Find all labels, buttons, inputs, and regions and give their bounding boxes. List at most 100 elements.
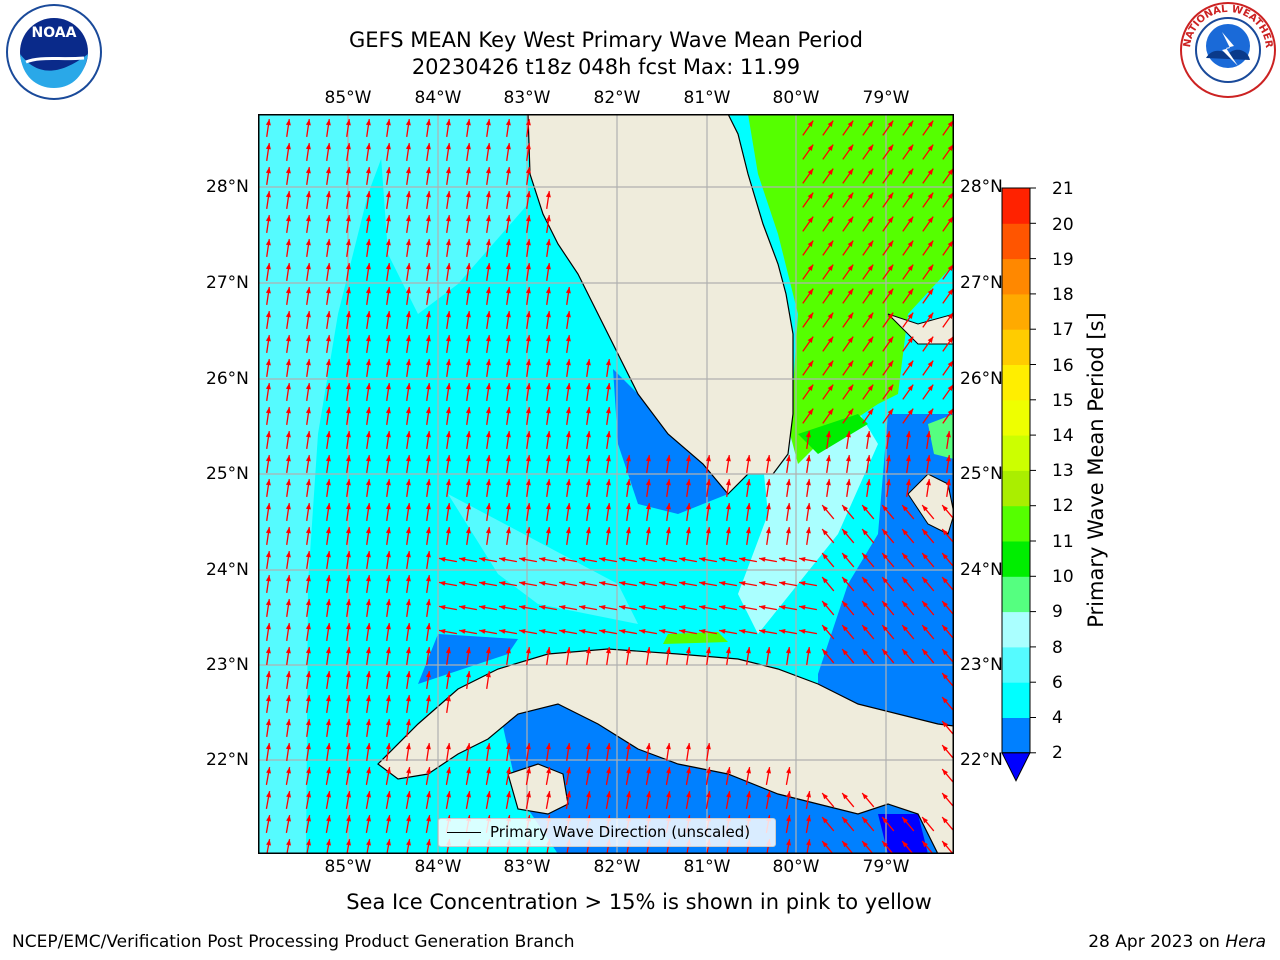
wave-arrow-head — [947, 384, 954, 391]
wave-arrow-head — [305, 719, 311, 726]
wave-arrow-head — [479, 605, 486, 610]
wave-arrow-head — [882, 577, 888, 584]
wave-arrow-head — [405, 119, 411, 126]
wave-arrow-head — [525, 503, 531, 510]
wave-arrow-head — [927, 120, 934, 127]
wave-arrow-head — [845, 431, 851, 438]
wave-arrow-head — [922, 505, 928, 512]
wave-arrow-head — [305, 527, 311, 534]
wave-arrow-head — [765, 503, 771, 510]
ocean-10-12-cay-sal — [663, 632, 728, 644]
wave-arrow-head — [942, 841, 948, 848]
wave-arrow-head — [365, 503, 371, 510]
wave-arrow-head — [942, 673, 948, 680]
wave-arrow-head — [465, 431, 471, 438]
wave-arrow-head — [605, 431, 611, 438]
wave-arrow-head — [459, 605, 466, 610]
wave-arrow-head — [325, 503, 331, 510]
wave-arrow-head — [887, 120, 894, 127]
wave-arrow-head — [806, 791, 811, 798]
wave-arrow-head — [559, 605, 566, 610]
wave-arrow-head — [827, 312, 834, 319]
wave-arrow-head — [325, 119, 331, 126]
lon-label: 83°W — [503, 857, 551, 877]
colorbar-segment — [1002, 293, 1030, 330]
wave-arrow-head — [525, 359, 531, 366]
wave-arrow-head — [365, 263, 371, 270]
wave-arrow-head — [842, 625, 848, 632]
wave-arrow-head — [887, 384, 894, 391]
wave-arrow-head — [942, 625, 948, 632]
wave-arrow-head — [807, 384, 814, 391]
wave-arrow-head — [625, 647, 631, 654]
wave-arrow-head — [942, 529, 948, 536]
wave-arrow-head — [485, 167, 491, 174]
wave-arrow-head — [639, 629, 646, 634]
wave-arrow-head — [405, 215, 411, 222]
wave-arrow-head — [519, 581, 526, 586]
wave-arrow-head — [265, 575, 271, 582]
wave-period-map[interactable] — [258, 114, 954, 854]
wave-arrow-head — [679, 629, 686, 634]
wave-arrow-head — [365, 671, 371, 678]
wave-arrow-head — [285, 743, 291, 750]
wave-arrow-head — [927, 384, 934, 391]
wave-arrow-head — [745, 503, 751, 510]
wave-arrow-head — [326, 791, 331, 798]
wave-arrow-head — [285, 575, 291, 582]
wave-arrow-head — [505, 335, 511, 342]
wave-arrow-head — [907, 288, 914, 295]
wave-arrow-head — [525, 647, 531, 654]
wave-arrow-head — [265, 527, 271, 534]
wave-arrow-head — [927, 264, 934, 271]
wave-arrow-head — [545, 455, 551, 462]
wave-arrow-head — [405, 695, 411, 702]
wave-arrow-head — [947, 336, 954, 343]
wave-arrow-head — [285, 623, 291, 630]
wave-arrow-head — [539, 581, 546, 586]
wave-arrow-head — [445, 215, 451, 222]
wave-arrow-head — [305, 743, 311, 750]
wave-arrow-head — [559, 581, 566, 586]
wave-arrow-head — [465, 143, 471, 150]
wave-arrow-head — [285, 311, 291, 318]
wave-arrow-head — [265, 239, 271, 246]
wave-arrow-head — [425, 167, 431, 174]
wave-arrow-head — [867, 120, 874, 127]
wave-arrow-head — [902, 649, 908, 656]
wave-arrow-head — [505, 239, 511, 246]
wave-arrow-head — [345, 263, 351, 270]
wave-arrow-head — [525, 455, 531, 462]
lat-label: 24°N — [960, 560, 1003, 580]
wave-arrow-head — [807, 288, 814, 295]
wave-arrow-head — [499, 581, 506, 586]
wave-arrow-head — [405, 479, 411, 486]
wave-arrow-head — [285, 167, 291, 174]
wave-arrow-head — [922, 649, 928, 656]
wave-arrow-head — [365, 143, 371, 150]
wave-arrow-head — [827, 336, 834, 343]
wave-arrow-head — [325, 695, 331, 702]
wave-arrow-head — [947, 360, 954, 367]
wave-arrow-head — [386, 791, 391, 798]
wave-arrow-head — [425, 143, 431, 150]
wave-arrow-head — [345, 287, 351, 294]
wave-arrow-head — [545, 263, 551, 270]
wave-arrow-head — [545, 191, 551, 198]
wave-arrow-head — [305, 431, 311, 438]
wave-arrow-head — [285, 335, 291, 342]
lat-label: 23°N — [206, 655, 249, 675]
wave-arrow-head — [659, 629, 666, 634]
wave-arrow-head — [739, 629, 746, 634]
wave-arrow-head — [765, 455, 771, 462]
wave-arrow-head — [405, 359, 411, 366]
wave-arrow-head — [425, 311, 431, 318]
wave-arrow-head — [885, 479, 891, 486]
wave-arrow-head — [505, 359, 511, 366]
wave-arrow-head — [842, 529, 848, 536]
wave-arrow-head — [605, 383, 611, 390]
wave-arrow-head — [345, 599, 351, 606]
map-panel[interactable]: Primary Wave Direction (unscaled) — [258, 114, 954, 854]
wave-arrow-head — [325, 527, 331, 534]
wave-arrow-head — [459, 557, 466, 562]
